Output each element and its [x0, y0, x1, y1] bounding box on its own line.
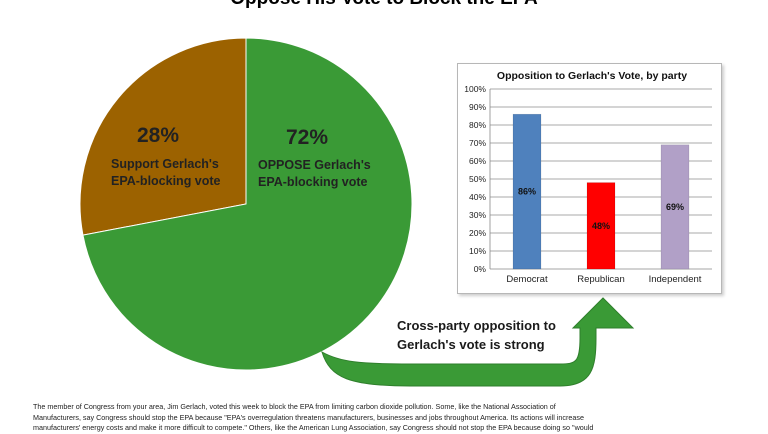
bar-chart: Opposition to Gerlach's Vote, by party 0… [464, 70, 712, 285]
arrow-label: Cross-party opposition to Gerlach's vote… [397, 316, 597, 354]
bar-data-label: 86% [518, 187, 536, 197]
bar-chart-panel: Opposition to Gerlach's Vote, by party 0… [457, 63, 722, 294]
pie-slice-support [79, 37, 247, 236]
bar-data-label: 69% [666, 202, 684, 212]
bar-ytick-label: 80% [469, 120, 486, 130]
bar-ytick-label: 50% [469, 174, 486, 184]
bar-xtick-label: Republican [577, 274, 625, 285]
pie-label-support-line1: Support Gerlach's [111, 157, 219, 171]
pie-label-support-pct: 28% [137, 124, 180, 147]
arrow-label-line1: Cross-party opposition to [397, 318, 556, 333]
footnote-line1: The member of Congress from your area, J… [33, 402, 556, 411]
bar-ytick-label: 40% [469, 192, 486, 202]
bar-democrat [512, 113, 542, 270]
pie-label-support-caption: Support Gerlach's EPA-blocking vote [111, 156, 221, 190]
pie-label-oppose-line2: EPA-blocking vote [258, 175, 368, 189]
footnote-line3: manufacturers' energy costs and make it … [33, 423, 594, 432]
slide-title: Oppose His Vote to Block the EPA [0, 0, 768, 10]
arrow-label-line2: Gerlach's vote is strong [397, 337, 545, 352]
bar-ytick-label: 0% [474, 264, 487, 274]
pie-label-support-line2: EPA-blocking vote [111, 174, 221, 188]
footnote: The member of Congress from your area, J… [33, 402, 745, 434]
bar-ytick-label: 100% [464, 84, 486, 94]
pie-label-oppose-pct: 72% [286, 126, 329, 149]
bar-chart-title: Opposition to Gerlach's Vote, by party [497, 70, 687, 82]
pie-label-oppose-caption: OPPOSE Gerlach's EPA-blocking vote [258, 157, 371, 191]
bar-ytick-label: 10% [469, 246, 486, 256]
bar-ytick-label: 30% [469, 210, 486, 220]
bar-ytick-label: 90% [469, 102, 486, 112]
bar-republican [586, 182, 616, 270]
bar-xtick-label: Democrat [506, 274, 548, 285]
pie-chart [79, 37, 413, 371]
pie-label-oppose-line1: OPPOSE Gerlach's [258, 158, 371, 172]
bar-ytick-label: 60% [469, 156, 486, 166]
bar-data-label: 48% [592, 221, 610, 231]
bar-ytick-label: 70% [469, 138, 486, 148]
bar-xtick-label: Independent [649, 274, 702, 285]
bar-ytick-label: 20% [469, 228, 486, 238]
bar-independent [660, 144, 690, 270]
footnote-line2: Manufacturers, say Congress should stop … [33, 412, 584, 422]
